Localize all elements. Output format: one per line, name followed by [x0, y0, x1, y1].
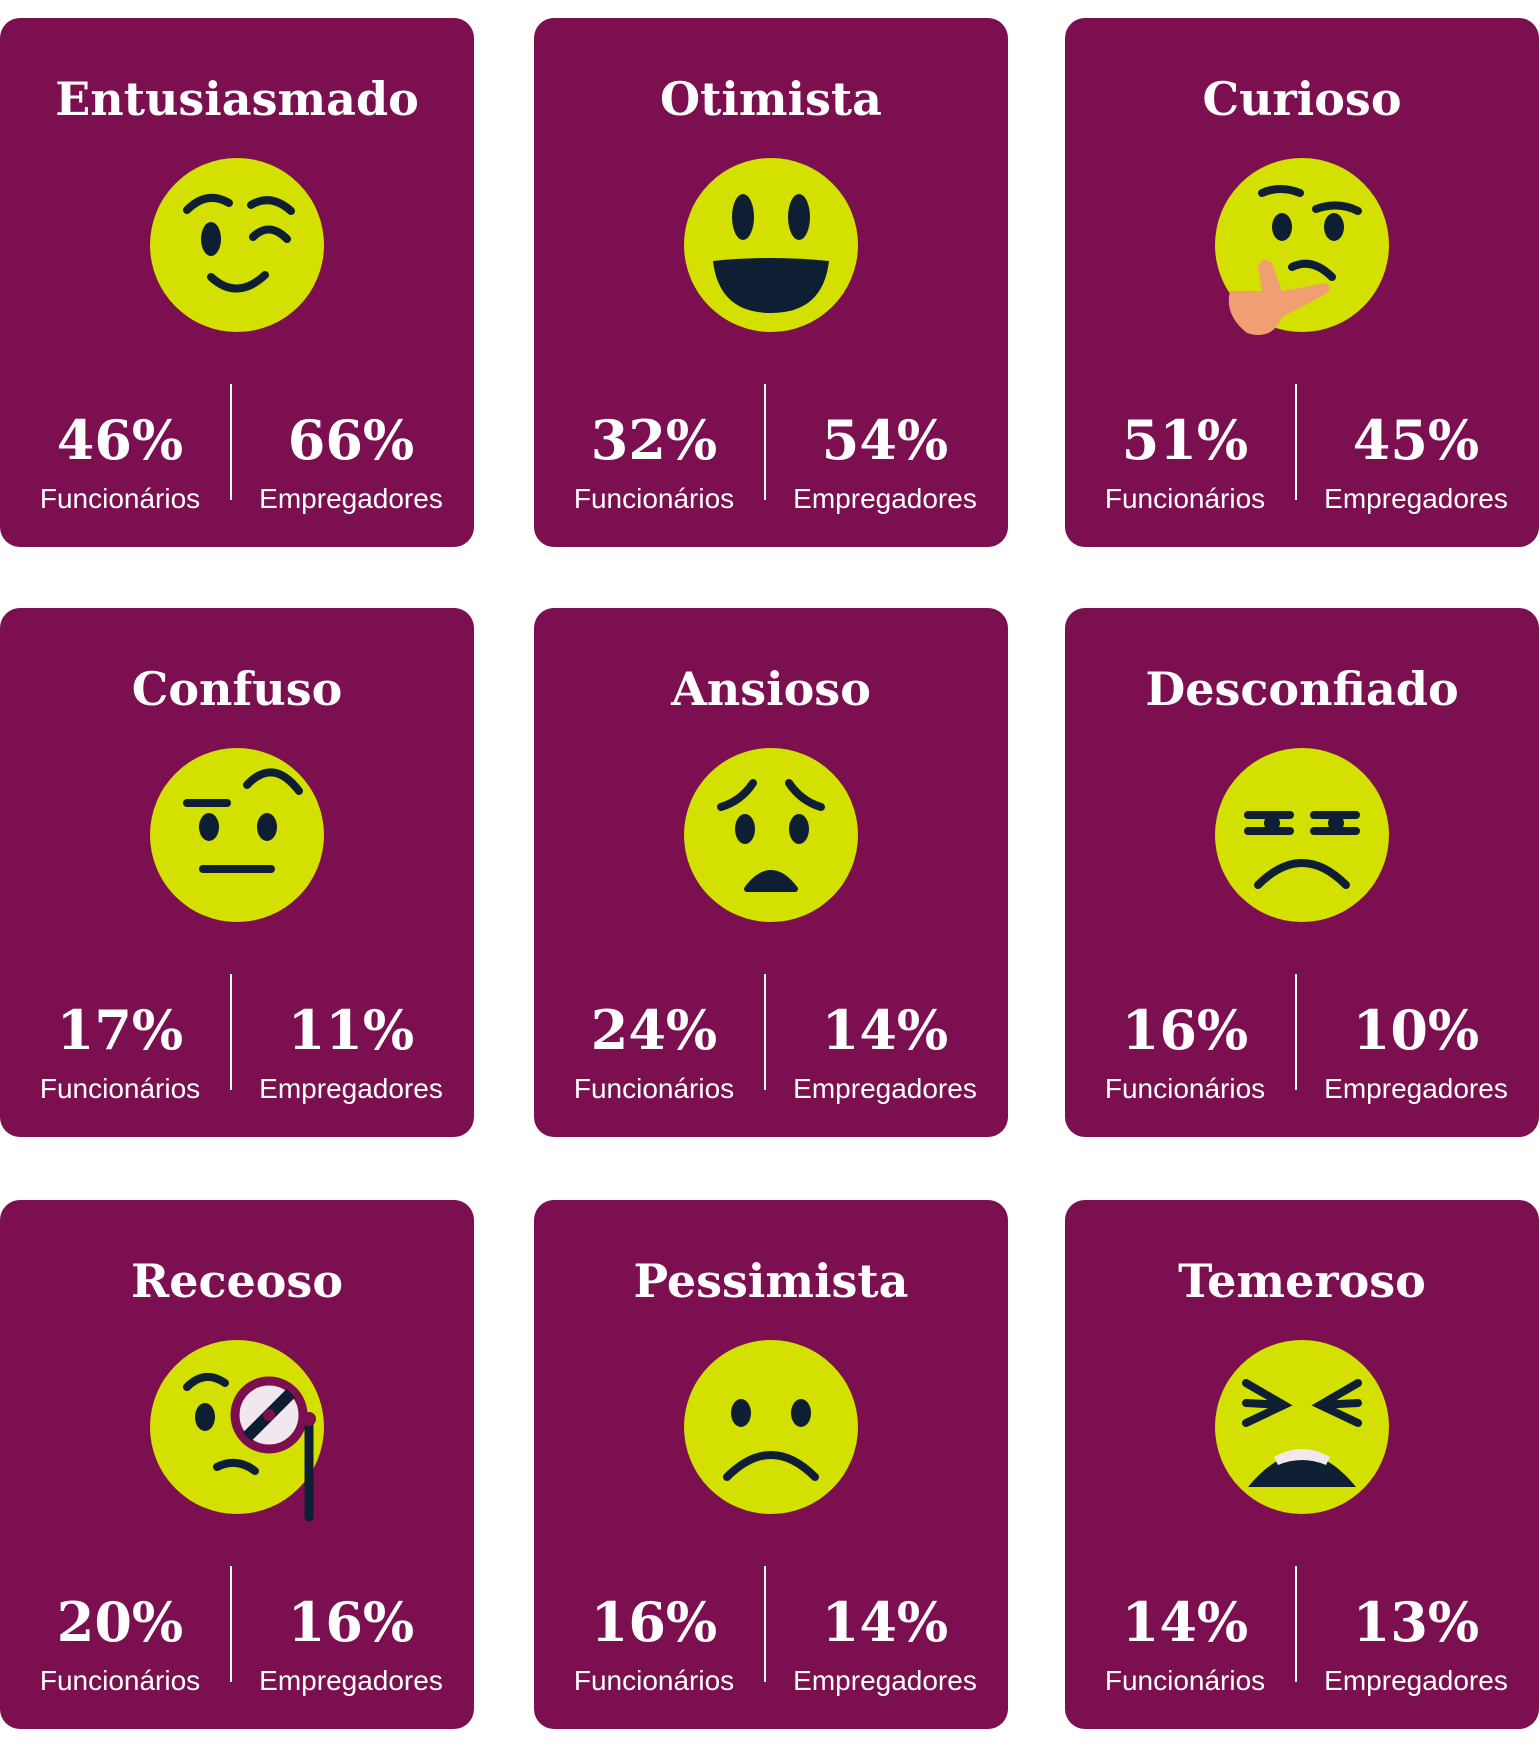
- employees-label: Funcionários: [574, 1073, 734, 1104]
- employers-percent: 11%: [288, 998, 414, 1062]
- employees-label: Funcionários: [1105, 483, 1265, 514]
- employers-percent: 14%: [822, 1590, 948, 1654]
- emoji: [1215, 158, 1389, 335]
- employees-label: Funcionários: [574, 1665, 734, 1696]
- employers-label: Empregadores: [793, 1073, 977, 1104]
- emoji-features: [1242, 1379, 1362, 1487]
- employees-percent: 32%: [591, 408, 717, 472]
- card: Pessimista 16% 14% Funcionários Empregadores: [534, 1200, 1008, 1729]
- emoji-features: [183, 193, 295, 293]
- employers-percent: 54%: [822, 408, 948, 472]
- employees-label: Funcionários: [40, 1665, 200, 1696]
- card-title: Desconfiado: [1145, 662, 1458, 716]
- employers-percent: 16%: [288, 1590, 414, 1654]
- card: Receoso 20% 16% Funcionários Empregadores: [0, 1200, 474, 1729]
- emoji-features: [717, 779, 825, 892]
- employees-label: Funcionários: [40, 1073, 200, 1104]
- employees-percent: 14%: [1122, 1590, 1248, 1654]
- card-title: Temeroso: [1178, 1254, 1426, 1308]
- card: Confuso 17% 11% Funcionários Empregadores: [0, 608, 474, 1137]
- employers-label: Empregadores: [1324, 483, 1508, 514]
- card-title: Confuso: [132, 662, 343, 716]
- employers-percent: 66%: [288, 408, 414, 472]
- card-title: Entusiasmado: [55, 72, 419, 126]
- emoji-features: [1228, 185, 1362, 335]
- card-title: Ansioso: [670, 662, 871, 716]
- employers-label: Empregadores: [793, 1665, 977, 1696]
- card-title: Receoso: [131, 1254, 343, 1308]
- emoji-features: [183, 1373, 316, 1522]
- emoji-face: [1215, 748, 1389, 922]
- employers-percent: 10%: [1353, 998, 1479, 1062]
- emoji-face: [150, 158, 324, 332]
- employers-percent: 45%: [1353, 408, 1479, 472]
- emoji-features: [713, 194, 829, 313]
- emoji-features: [723, 1399, 819, 1481]
- employees-percent: 16%: [1122, 998, 1248, 1062]
- emoji-face: [684, 748, 858, 922]
- emoji-face: [1215, 158, 1389, 332]
- employees-percent: 24%: [591, 998, 717, 1062]
- emoji-features: [183, 768, 303, 873]
- emoji: [150, 748, 324, 922]
- emoji: [1215, 748, 1389, 922]
- employees-label: Funcionários: [1105, 1073, 1265, 1104]
- emoji-face: [684, 1340, 858, 1514]
- employees-percent: 17%: [57, 998, 183, 1062]
- card-title: Otimista: [660, 72, 882, 126]
- emoji: [150, 158, 324, 332]
- emoji: [684, 158, 858, 332]
- emoji: [150, 1340, 324, 1522]
- employers-percent: 13%: [1353, 1590, 1479, 1654]
- card: Desconfiado 16% 10% Funcionários Empregadore…: [1065, 608, 1539, 1137]
- card: Otimista 32% 54% Funcionários Empregadores: [534, 18, 1008, 547]
- employers-label: Empregadores: [259, 1665, 443, 1696]
- employers-label: Empregadores: [259, 483, 443, 514]
- card: Temeroso 14% 13% Funcionários Empregadores: [1065, 1200, 1539, 1729]
- emoji: [684, 748, 858, 922]
- employees-label: Funcionários: [1105, 1665, 1265, 1696]
- emoji-features: [1244, 811, 1360, 889]
- card: Curioso 51% 45% Funcionários Empregadores: [1065, 18, 1539, 547]
- employees-label: Funcionários: [574, 483, 734, 514]
- employers-label: Empregadores: [793, 483, 977, 514]
- employers-percent: 14%: [822, 998, 948, 1062]
- emoji-face: [150, 748, 324, 922]
- emoji: [1215, 1340, 1389, 1514]
- employers-label: Empregadores: [1324, 1073, 1508, 1104]
- card: Ansioso 24% 14% Funcionários Empregadores: [534, 608, 1008, 1137]
- card-title: Pessimista: [634, 1254, 909, 1308]
- employees-percent: 20%: [57, 1590, 183, 1654]
- employers-label: Empregadores: [1324, 1665, 1508, 1696]
- emoji: [684, 1340, 858, 1514]
- employees-percent: 46%: [57, 408, 183, 472]
- employees-percent: 16%: [591, 1590, 717, 1654]
- card: Entusiasmado 46% 66% Funcionários Empregador…: [0, 18, 474, 547]
- employees-label: Funcionários: [40, 483, 200, 514]
- employers-label: Empregadores: [259, 1073, 443, 1104]
- emoji-face: [1215, 1340, 1389, 1514]
- employees-percent: 51%: [1122, 408, 1248, 472]
- card-title: Curioso: [1202, 72, 1401, 126]
